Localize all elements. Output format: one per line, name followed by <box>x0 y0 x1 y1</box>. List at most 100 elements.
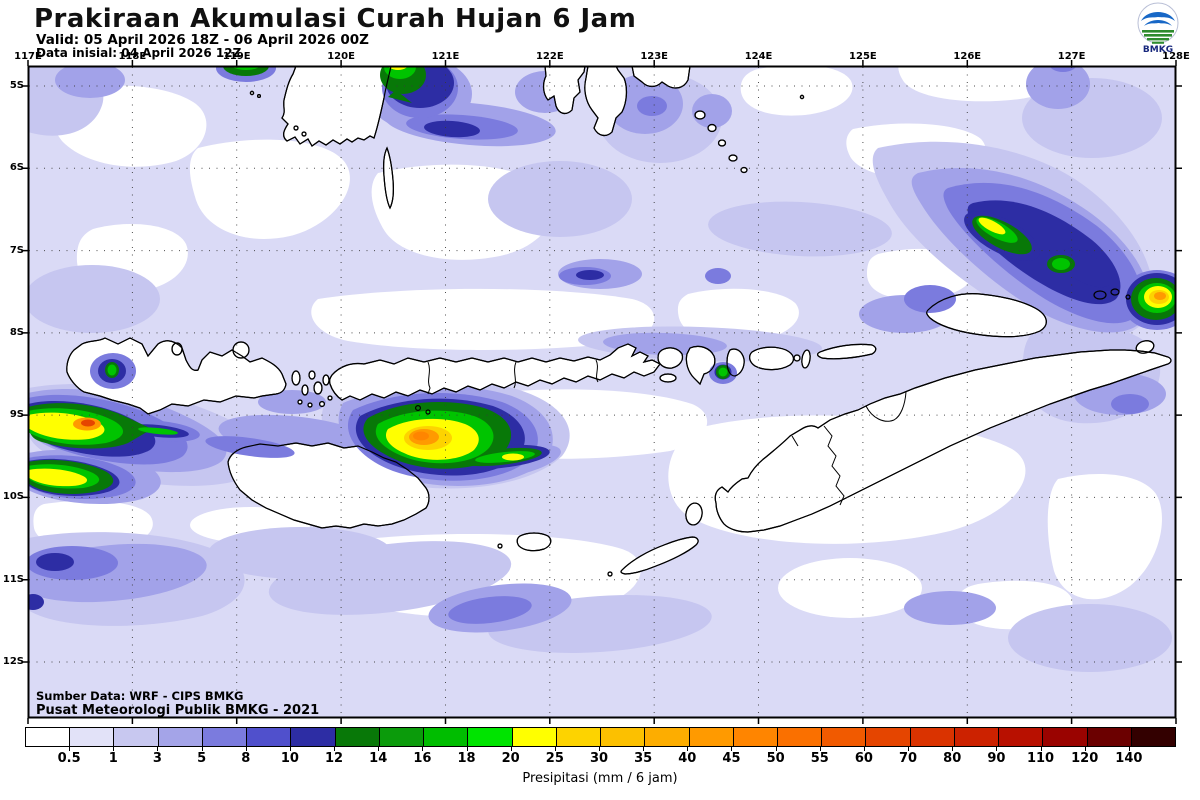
colorbar-cell <box>424 728 469 746</box>
precip-intense-cells <box>29 67 1175 624</box>
logo-cloud-icon <box>1141 12 1175 44</box>
colorbar-cell <box>291 728 336 746</box>
colorbar-tick-label: 40 <box>678 751 697 766</box>
colorbar-tick <box>1084 747 1086 751</box>
lon-axis-label: 127E <box>1057 51 1086 62</box>
colorbar-tick <box>1128 747 1130 751</box>
colorbar-tick-label: 5 <box>197 751 207 766</box>
credit-office: Pusat Meteorologi Publik BMKG - 2021 <box>36 703 319 718</box>
lon-axis-label: 119E <box>222 51 251 62</box>
colorbar-tick-label: 18 <box>457 751 476 766</box>
colorbar-cell <box>1043 728 1088 746</box>
colorbar-tick-label: 10 <box>280 751 299 766</box>
colorbar-tick-label: 90 <box>987 751 1006 766</box>
colorbar-tick <box>775 747 777 751</box>
colorbar-tick <box>643 747 645 751</box>
colorbar-tick <box>289 747 291 751</box>
initial-data-label: Data inisial: 04 April 2026 12Z <box>36 46 242 60</box>
colorbar-tick-label: 45 <box>722 751 741 766</box>
colorbar-cell <box>512 728 557 746</box>
colorbar-tick <box>510 747 512 751</box>
colorbar-cell <box>114 728 159 746</box>
colorbar-tick <box>334 747 336 751</box>
colorbar-tick-label: 20 <box>501 751 520 766</box>
colorbar-cell <box>70 728 115 746</box>
colorbar-tick <box>554 747 556 751</box>
colorbar-tick-label: 0.5 <box>57 751 81 766</box>
admin-borders <box>427 359 907 506</box>
bmkg-logo: BMKG <box>1137 2 1179 55</box>
lat-axis-label: 5S <box>9 80 24 91</box>
lat-axis-label: 6S <box>9 162 24 174</box>
colorbar-cell <box>777 728 823 746</box>
colorbar-cell <box>601 728 646 746</box>
colorbar-cell <box>954 728 1000 746</box>
lat-axis-label: 10S <box>2 491 24 503</box>
colorbar-cell <box>1131 728 1176 746</box>
colorbar-tick <box>687 747 689 751</box>
colorbar-tick <box>466 747 468 751</box>
page-title: Prakiraan Akumulasi Curah Hujan 6 Jam <box>34 4 637 34</box>
colorbar-tick-label: 1 <box>108 751 118 766</box>
lat-axis-label: 8S <box>9 326 24 338</box>
axis-ticks <box>22 60 1182 724</box>
lat-axis-label: 9S <box>9 409 24 421</box>
colorbar-cell <box>202 728 248 746</box>
lat-axis-label: 11S <box>2 573 24 585</box>
lon-axis-label: 125E <box>849 51 877 62</box>
colorbar-tick <box>952 747 954 751</box>
colorbar-tick-label: 70 <box>899 751 918 766</box>
colorbar-tick-label: 25 <box>545 751 564 766</box>
colorbar-tick-label: 12 <box>325 751 344 766</box>
colorbar-tick <box>863 747 865 751</box>
lon-axis-label: 122E <box>535 51 564 62</box>
lon-axis-label: 128E <box>1162 51 1190 62</box>
colorbar-tick <box>819 747 821 751</box>
colorbar-labels: 0.5 1 3 5 8 10 12 14 16 18 20 25 30 35 40 45 50 55 60 70 80 9… <box>25 747 1176 769</box>
colorbar-tick <box>731 747 733 751</box>
lat-axis-label: 7S <box>9 244 24 256</box>
colorbar-tick <box>422 747 424 751</box>
colorbar-tick-label: 16 <box>413 751 432 766</box>
colorbar-cell <box>999 728 1044 746</box>
colorbar-cell <box>556 728 602 746</box>
lon-axis-label: 124E <box>744 51 773 62</box>
valid-period-label: Valid: 05 April 2026 18Z - 06 April 2026… <box>36 32 369 48</box>
colorbar-tick-label: 8 <box>241 751 251 766</box>
colorbar-tick-label: 110 <box>1026 751 1055 766</box>
colorbar-cell <box>247 728 292 746</box>
lon-axis-label: 126E <box>953 51 982 62</box>
colorbar <box>25 727 1176 747</box>
colorbar-tick-label: 35 <box>634 751 653 766</box>
colorbar-cell <box>335 728 380 746</box>
colorbar-tick <box>113 747 115 751</box>
lon-axis-label: 117E <box>14 51 42 62</box>
colorbar-cell <box>866 728 911 746</box>
colorbar-tick <box>996 747 998 751</box>
colorbar-tick-label: 30 <box>589 751 609 766</box>
colorbar-tick <box>599 747 600 751</box>
colorbar-tick <box>1040 747 1042 751</box>
colorbar-tick-label: 120 <box>1071 751 1099 766</box>
colorbar-cell <box>689 728 734 746</box>
colorbar-tick-label: 3 <box>152 751 162 766</box>
lon-axis-label: 123E <box>640 51 669 62</box>
lon-axis-label: 118E <box>118 51 147 62</box>
lon-axis-label: 120E <box>327 51 355 62</box>
colorbar-tick-label: 55 <box>810 751 829 766</box>
colorbar-tick-label: 60 <box>854 751 873 766</box>
colorbar-tick-label: 80 <box>943 751 962 766</box>
lat-axis-label: 12S <box>2 656 24 667</box>
colorbar-tick <box>201 747 203 751</box>
colorbar-cell <box>158 728 203 746</box>
colorbar-tick <box>378 747 380 751</box>
colorbar-tick <box>157 747 159 751</box>
colorbar-unit-label: Presipitasi (mm / 6 jam) <box>522 771 678 786</box>
colorbar-cell <box>26 728 71 746</box>
colorbar-cell <box>468 728 513 746</box>
logo-text: BMKG <box>1143 45 1173 55</box>
colorbar-cell <box>645 728 690 746</box>
colorbar-tick <box>245 747 247 751</box>
